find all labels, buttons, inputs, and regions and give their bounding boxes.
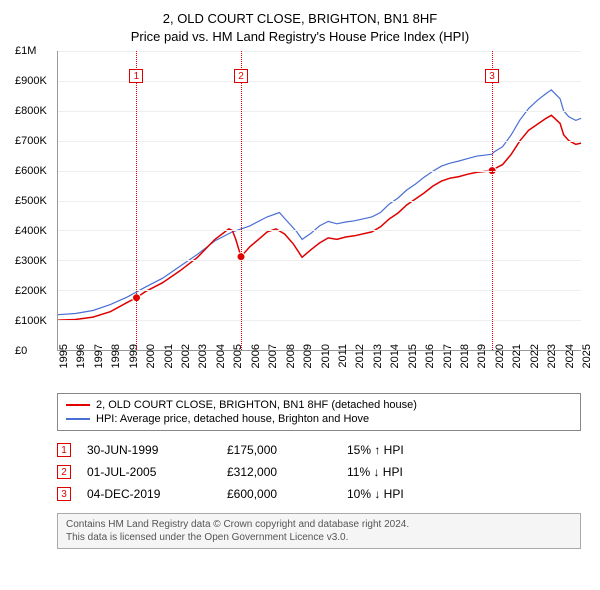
transaction-row: 3 04-DEC-2019£600,00010% ↓ HPI bbox=[57, 483, 581, 505]
x-axis-label: 2011 bbox=[337, 344, 349, 368]
x-axis-label: 2002 bbox=[180, 344, 192, 368]
legend-row: HPI: Average price, detached house, Brig… bbox=[66, 412, 572, 426]
x-axis-label: 2024 bbox=[564, 344, 576, 368]
x-axis-label: 2025 bbox=[581, 344, 593, 368]
disclaimer-line: Contains HM Land Registry data © Crown c… bbox=[66, 518, 572, 531]
x-axis-label: 2009 bbox=[302, 344, 314, 368]
transaction-row: 2 01-JUL-2005£312,00011% ↓ HPI bbox=[57, 461, 581, 483]
x-axis-label: 2014 bbox=[389, 344, 401, 368]
legend-swatch bbox=[66, 418, 90, 420]
transaction-date: 30-JUN-1999 bbox=[87, 443, 227, 457]
x-axis-label: 2013 bbox=[372, 344, 384, 368]
x-axis-label: 2022 bbox=[529, 344, 541, 368]
x-axis-label: 2010 bbox=[320, 344, 332, 368]
disclaimer: Contains HM Land Registry data © Crown c… bbox=[57, 513, 581, 549]
y-axis-label: £400K bbox=[15, 225, 47, 237]
transaction-price: £175,000 bbox=[227, 443, 347, 457]
x-axis-label: 2005 bbox=[232, 344, 244, 368]
legend: 2, OLD COURT CLOSE, BRIGHTON, BN1 8HF (d… bbox=[57, 393, 581, 431]
x-axis-label: 2018 bbox=[459, 344, 471, 368]
x-axis-label: 2012 bbox=[354, 344, 366, 368]
chart-container: 2, OLD COURT CLOSE, BRIGHTON, BN1 8HF Pr… bbox=[0, 0, 600, 590]
x-axis-label: 1998 bbox=[110, 344, 122, 368]
x-axis-label: 2006 bbox=[250, 344, 262, 368]
x-axis-label: 1997 bbox=[93, 344, 105, 368]
transaction-marker-line bbox=[136, 51, 137, 350]
x-axis-label: 2016 bbox=[424, 344, 436, 368]
x-axis-label: 1999 bbox=[128, 344, 140, 368]
transaction-marker-line bbox=[241, 51, 242, 350]
x-axis-label: 2020 bbox=[494, 344, 506, 368]
x-axis-label: 2015 bbox=[407, 344, 419, 368]
y-axis-label: £800K bbox=[15, 105, 47, 117]
x-axis-label: 2023 bbox=[546, 344, 558, 368]
y-axis-label: £200K bbox=[15, 285, 47, 297]
legend-row: 2, OLD COURT CLOSE, BRIGHTON, BN1 8HF (d… bbox=[66, 398, 572, 412]
x-axis-label: 2004 bbox=[215, 344, 227, 368]
y-axis-label: £100K bbox=[15, 315, 47, 327]
transaction-row: 1 30-JUN-1999£175,00015% ↑ HPI bbox=[57, 439, 581, 461]
disclaimer-line: This data is licensed under the Open Gov… bbox=[66, 531, 572, 544]
transaction-marker-line bbox=[492, 51, 493, 350]
y-axis-label: £700K bbox=[15, 135, 47, 147]
transaction-marker-box: 3 bbox=[57, 487, 71, 501]
transaction-price: £312,000 bbox=[227, 465, 347, 479]
y-axis-label: £600K bbox=[15, 165, 47, 177]
legend-label: 2, OLD COURT CLOSE, BRIGHTON, BN1 8HF (d… bbox=[96, 399, 417, 411]
legend-label: HPI: Average price, detached house, Brig… bbox=[96, 413, 369, 425]
x-axis-label: 2007 bbox=[267, 344, 279, 368]
transactions-table: 1 30-JUN-1999£175,00015% ↑ HPI 2 01-JUL-200… bbox=[57, 439, 581, 505]
x-axis-label: 1995 bbox=[58, 344, 70, 368]
transaction-marker-box: 3 bbox=[485, 69, 499, 83]
x-axis-label: 2019 bbox=[476, 344, 488, 368]
x-axis-label: 2017 bbox=[442, 344, 454, 368]
transaction-date: 01-JUL-2005 bbox=[87, 465, 227, 479]
legend-swatch bbox=[66, 404, 90, 406]
transaction-price: £600,000 bbox=[227, 487, 347, 501]
x-axis-label: 2001 bbox=[163, 344, 175, 368]
y-axis-label: £500K bbox=[15, 195, 47, 207]
transaction-marker-box: 1 bbox=[57, 443, 71, 457]
y-axis-label: £1M bbox=[15, 45, 36, 57]
chart-area: 1995199619971998199920002001200220032004… bbox=[15, 51, 585, 351]
chart-title-line1: 2, OLD COURT CLOSE, BRIGHTON, BN1 8HF bbox=[15, 10, 585, 28]
transaction-delta: 15% ↑ HPI bbox=[347, 443, 467, 457]
y-axis-label: £0 bbox=[15, 345, 27, 357]
transaction-marker-box: 2 bbox=[234, 69, 248, 83]
transaction-date: 04-DEC-2019 bbox=[87, 487, 227, 501]
transaction-marker-box: 1 bbox=[129, 69, 143, 83]
y-axis-label: £900K bbox=[15, 75, 47, 87]
transaction-delta: 10% ↓ HPI bbox=[347, 487, 467, 501]
x-axis-label: 2000 bbox=[145, 344, 157, 368]
x-axis-label: 1996 bbox=[75, 344, 87, 368]
x-axis-label: 2008 bbox=[285, 344, 297, 368]
transaction-marker-box: 2 bbox=[57, 465, 71, 479]
chart-title-line2: Price paid vs. HM Land Registry's House … bbox=[15, 28, 585, 46]
x-axis-label: 2021 bbox=[511, 344, 523, 368]
x-axis-label: 2003 bbox=[197, 344, 209, 368]
plot-area: 1995199619971998199920002001200220032004… bbox=[57, 51, 581, 351]
y-axis-label: £300K bbox=[15, 255, 47, 267]
transaction-delta: 11% ↓ HPI bbox=[347, 465, 467, 479]
